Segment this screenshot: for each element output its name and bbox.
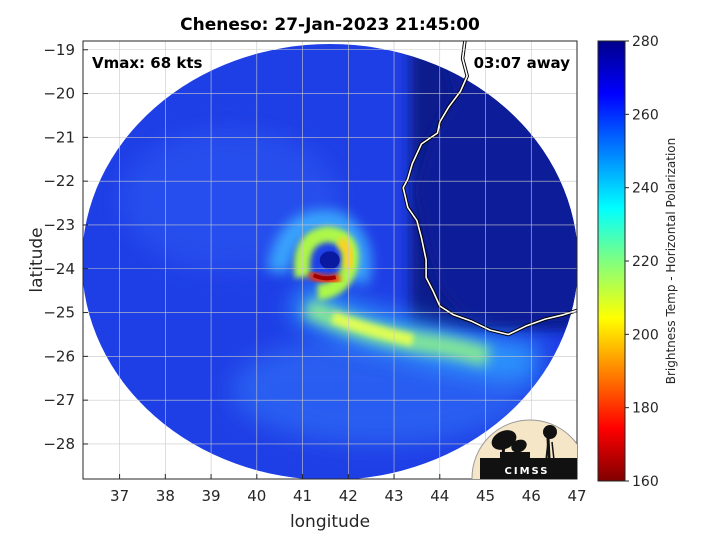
colorbar: 280 260 240 220 200 180 160 Brightness Temp - … <box>597 34 678 490</box>
x-tick-label: 39 <box>202 487 221 505</box>
x-tick-label: 47 <box>567 487 586 505</box>
time-away-annotation: 03:07 away <box>474 54 571 72</box>
y-tick-label: −23 <box>43 216 75 234</box>
x-tick-label: 38 <box>156 487 175 505</box>
colorbar-gradient <box>597 40 626 482</box>
x-tick-label: 40 <box>247 487 266 505</box>
colorbar-tick-label: 260 <box>632 107 659 123</box>
colorbar-ticks: 280 260 240 220 200 180 160 <box>625 34 659 490</box>
colorbar-tick-label: 200 <box>632 327 659 343</box>
y-tick-label: −27 <box>43 391 75 409</box>
x-tick-label: 37 <box>110 487 129 505</box>
x-tick-label: 42 <box>339 487 358 505</box>
coastline <box>402 41 577 336</box>
colorbar-tick-label: 240 <box>632 181 659 197</box>
y-tick-label: −19 <box>43 41 75 59</box>
y-tick-label: −24 <box>43 260 75 278</box>
y-tick-label: −20 <box>43 85 75 103</box>
y-axis-label: latitude <box>27 227 47 292</box>
y-tick-label: −26 <box>43 347 75 365</box>
colorbar-tick-label: 280 <box>632 34 659 50</box>
y-tick-label: −28 <box>43 435 75 453</box>
y-tick-label: −25 <box>43 304 75 322</box>
logo-text: CIMSS <box>505 466 550 477</box>
y-axis-ticks: −19 −20 −21 −22 −23 −24 −25 −26 −27 −28 <box>43 41 88 453</box>
cimss-logo: CIMSS <box>471 419 577 479</box>
x-tick-label: 41 <box>293 487 312 505</box>
colorbar-tick-label: 180 <box>632 401 659 417</box>
colorbar-label: Brightness Temp - Horizontal Polarizatio… <box>664 138 678 385</box>
grid-lines <box>83 41 577 479</box>
colorbar-tick-label: 220 <box>632 254 659 270</box>
storm-eye <box>319 251 340 270</box>
x-axis-ticks: 37 38 39 40 41 42 43 44 45 46 47 <box>110 474 587 505</box>
vmax-annotation: Vmax: 68 kts <box>92 54 202 72</box>
x-axis-label: longitude <box>290 512 370 532</box>
x-tick-label: 46 <box>522 487 541 505</box>
x-tick-label: 43 <box>384 487 403 505</box>
x-tick-label: 44 <box>430 487 449 505</box>
colorbar-tick-label: 160 <box>632 474 659 490</box>
y-tick-label: −21 <box>43 128 75 146</box>
chart-title: Cheneso: 27-Jan-2023 21:45:00 <box>180 15 480 35</box>
axes-box <box>82 40 578 480</box>
x-tick-label: 45 <box>476 487 495 505</box>
y-tick-label: −22 <box>43 172 75 190</box>
